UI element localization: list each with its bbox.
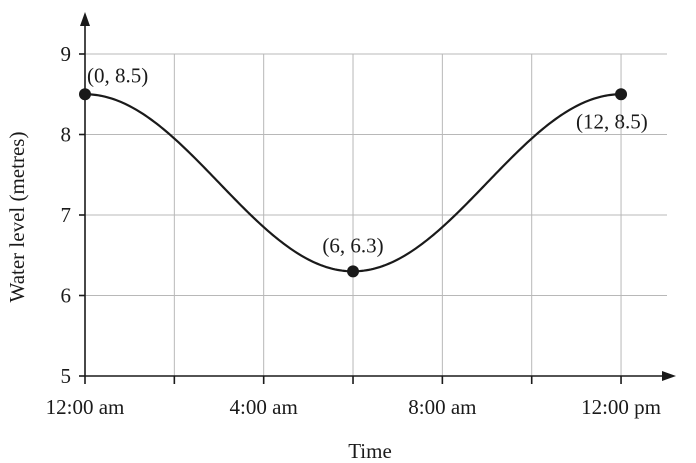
labels-layer: 5 6 7 8 9 12:00 am 4:00 am 8:00 am 12:00 pm (0, 8… [46, 42, 661, 419]
y-axis-arrow [80, 12, 90, 26]
y-axis-title: Water level (metres) [5, 132, 29, 303]
x-axis-title: Time [348, 439, 392, 463]
point-label: (12, 8.5) [576, 109, 648, 133]
y-tick-label: 6 [61, 284, 72, 308]
x-tick-label: 8:00 am [408, 395, 476, 419]
x-tick-label: 12:00 pm [581, 395, 661, 419]
data-point [347, 265, 360, 278]
grid [85, 53, 667, 376]
data-point [615, 88, 628, 101]
x-tick-label: 12:00 am [46, 395, 125, 419]
x-tick-label: 4:00 am [230, 395, 298, 419]
axes [79, 12, 676, 384]
y-tick-label: 8 [61, 123, 72, 147]
x-axis-arrow [662, 371, 676, 381]
points-layer [79, 88, 628, 278]
point-label: (6, 6.3) [322, 233, 383, 257]
data-point [79, 88, 91, 101]
y-tick-label: 7 [61, 203, 72, 227]
y-tick-label: 9 [61, 42, 72, 66]
y-tick-label: 5 [61, 364, 72, 388]
point-label: (0, 8.5) [87, 63, 148, 87]
